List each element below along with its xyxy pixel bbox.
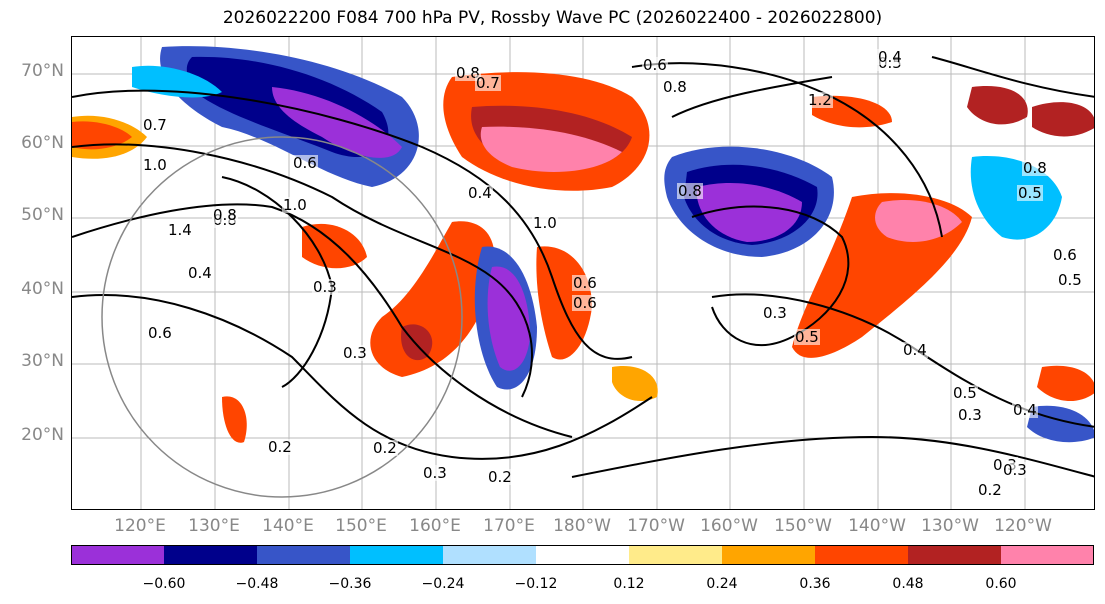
chart-title: 2026022200 F084 700 hPa PV, Rossby Wave … [222, 8, 883, 28]
lon-label: 160°W [700, 516, 758, 536]
colorbar-swatch [164, 545, 258, 565]
contour-label: 0.4 [187, 264, 213, 282]
lat-label: 20°N [21, 425, 64, 445]
pv-contours [72, 56, 1094, 478]
colorbar-swatch [71, 545, 165, 565]
contour-label: 0.5 [1017, 184, 1043, 202]
contour-label: 0.3 [422, 464, 448, 482]
lat-label: 50°N [21, 205, 64, 225]
contour-label: 0.3 [1002, 461, 1028, 479]
lon-label: 130°W [921, 516, 979, 536]
colorbar-swatch [722, 545, 816, 565]
contour-label: 0.3 [762, 304, 788, 322]
reference-circle [101, 136, 463, 498]
contour-label: 0.8 [662, 78, 688, 96]
colorbar-swatch [629, 545, 723, 565]
lon-label: 130°E [188, 516, 240, 536]
contour-label: 0.7 [475, 74, 501, 92]
contour-label: 0.8 [212, 206, 238, 224]
contour-label: 0.8 [1022, 159, 1048, 177]
colorbar-swatch [1001, 545, 1094, 565]
colorbar-swatch [350, 545, 444, 565]
colorbar-swatch [536, 545, 630, 565]
lon-label: 120°E [114, 516, 166, 536]
lon-label: 180°W [553, 516, 611, 536]
colorbar-tick-label: −0.48 [235, 576, 279, 592]
contour-label: 1.0 [142, 156, 168, 174]
contour-label: 1.0 [282, 196, 308, 214]
colorbar-tick-label: 0.48 [892, 576, 924, 592]
colorbar-border [71, 545, 1094, 565]
lon-label: 140°E [262, 516, 314, 536]
colorbar-tick-label: 0.60 [985, 576, 1017, 592]
colorbar [71, 545, 1094, 565]
contour-label: 0.6 [572, 294, 598, 312]
colorbar-swatch [257, 545, 351, 565]
contour-label: 1.0 [532, 214, 558, 232]
lon-label: 170°W [627, 516, 685, 536]
contour-label: 0.8 [455, 64, 481, 82]
contour-label: 0.8 [677, 182, 703, 200]
lon-label: 150°W [774, 516, 832, 536]
contour-label: 0.4 [877, 48, 903, 66]
colorbar-tick-label: −0.12 [514, 576, 558, 592]
contour-label: 0.6 [292, 154, 318, 172]
colorbar-tick-label: −0.36 [328, 576, 372, 592]
contour-label: 0.6 [1052, 246, 1078, 264]
contour-label: 0.2 [372, 439, 398, 457]
contour-label: 0.2 [487, 468, 513, 486]
contour-label: 0.3 [957, 406, 983, 424]
contour-label: 0.6 [642, 56, 668, 74]
lon-label: 160°E [409, 516, 461, 536]
contour-label: 0.6 [147, 324, 173, 342]
lon-label: 120°W [994, 516, 1052, 536]
contour-label: 0.5 [794, 328, 820, 346]
colorbar-swatch [443, 545, 537, 565]
contour-label: 0.3 [312, 278, 338, 296]
lat-label: 70°N [21, 61, 64, 81]
contour-label: 0.4 [1012, 401, 1038, 419]
contour-label: 0.4 [467, 184, 493, 202]
contour-label: 1.2 [807, 91, 833, 109]
colorbar-tick-label: 0.36 [799, 576, 831, 592]
colorbar-tick-label: 0.24 [706, 576, 738, 592]
colorbar-tick-label: −0.60 [142, 576, 186, 592]
contour-label: 0.3 [342, 344, 368, 362]
lat-label: 40°N [21, 279, 64, 299]
contour-label: 0.4 [902, 341, 928, 359]
map-svg [72, 37, 1094, 509]
lon-label: 150°E [335, 516, 387, 536]
contour-label: 0.6 [572, 274, 598, 292]
contour-label: 0.2 [977, 481, 1003, 499]
lat-label: 30°N [21, 351, 64, 371]
lat-label: 60°N [21, 133, 64, 153]
colorbar-tick-label: 0.12 [613, 576, 645, 592]
contour-label: 0.5 [952, 384, 978, 402]
colorbar-swatch [908, 545, 1002, 565]
colorbar-swatch [815, 545, 909, 565]
map-panel: 0.80.70.60.50.41.01.41.00.80.60.40.30.20… [71, 36, 1095, 510]
contour-label: 0.5 [1057, 271, 1083, 289]
colorbar-tick-label: −0.24 [421, 576, 465, 592]
contour-label: 0.2 [267, 438, 293, 456]
contour-label: 1.4 [167, 221, 193, 239]
lon-label: 170°E [483, 516, 535, 536]
lon-label: 140°W [848, 516, 906, 536]
contour-label: 0.7 [142, 116, 168, 134]
